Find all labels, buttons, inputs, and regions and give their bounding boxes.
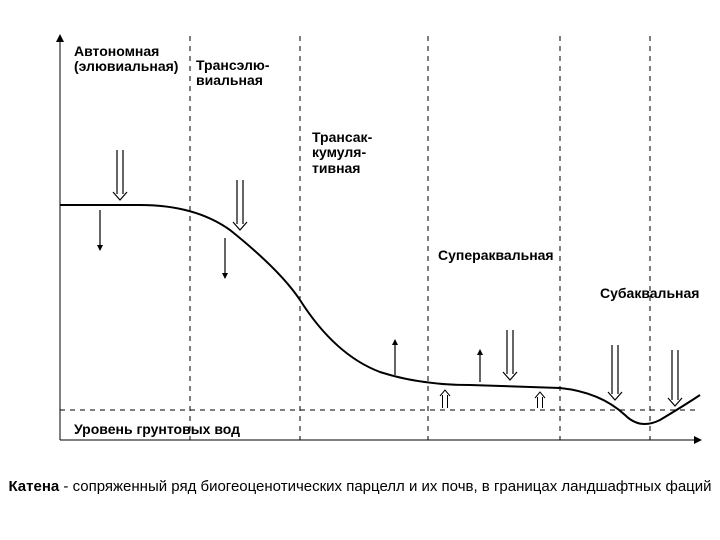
- diagram-canvas: Автономная (элювиальная) Трансэлю- виальн…: [0, 0, 720, 540]
- caption: Катена - сопряженный ряд биогеоценотичес…: [0, 478, 720, 495]
- zone-label: Трансак- кумуля- тивная: [312, 130, 372, 176]
- caption-rest: - сопряженный ряд биогеоценотических пар…: [59, 478, 711, 495]
- groundwater-label: Уровень грунтовых вод: [74, 422, 240, 437]
- diagram-svg: [0, 0, 720, 540]
- caption-lead: Катена: [8, 478, 59, 495]
- zone-label: Субаквальная: [600, 286, 699, 301]
- zone-label: Супераквальная: [438, 248, 554, 263]
- zone-label: Автономная (элювиальная): [74, 44, 178, 75]
- zone-label: Трансэлю- виальная: [196, 58, 270, 89]
